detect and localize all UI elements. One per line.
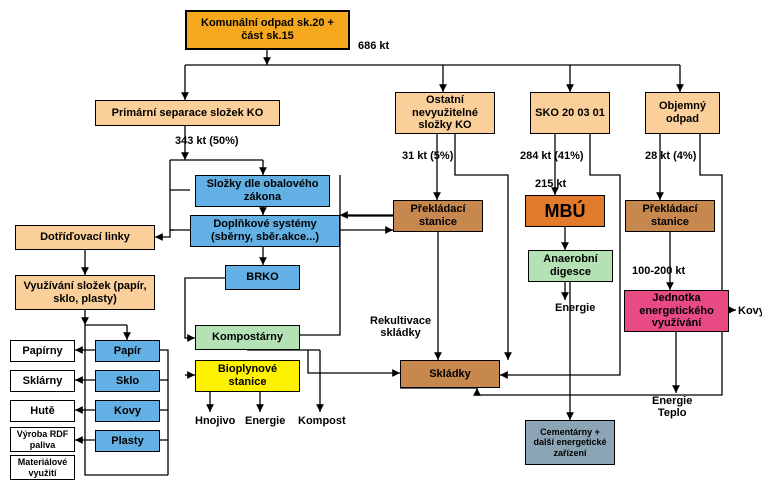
node-use: Využívání složek (papír, sklo, plasty) [15,275,155,310]
node-kovy_b: Kovy [95,400,160,422]
label-l343: 343 kt (50%) [175,135,239,147]
edge-37 [455,134,508,360]
node-plasty: Plasty [95,430,160,452]
connectors-svg [0,0,762,502]
label-energie1: Energie [555,302,595,314]
node-root: Komunální odpad sk.20 + část sk.15 [185,10,350,50]
label-kovy_out: Kovy [738,305,762,317]
node-trans1: Překládací stanice [393,200,483,232]
node-sklarny: Sklárny [10,370,75,392]
node-primary: Primární separace složek KO [95,100,280,126]
label-l28: 28 kt (4%) [645,150,696,162]
label-l215: 215 kt [535,178,566,190]
label-hnojivo: Hnojivo [195,415,235,427]
node-anaer: Anaerobní digesce [528,250,613,282]
node-papir: Papír [95,340,160,362]
label-en_teplo: EnergieTeplo [652,395,692,419]
node-kompost: Kompostárny [195,325,300,350]
edge-32 [308,350,400,373]
node-mbu: MBÚ [525,195,605,227]
node-bulky: Objemný odpad [645,92,720,134]
node-cement: Cementárny + další energetické zařízení [525,420,615,465]
node-sklo: Sklo [95,370,160,392]
label-l284: 284 kt (41%) [520,150,584,162]
node-other: Ostatní nevyužitelné složky KO [395,92,495,134]
node-sko: SKO 20 03 01 [530,92,610,134]
edge-21 [160,350,168,475]
node-skladky: Skládky [400,360,500,388]
node-rdf: Výroba RDF paliva [10,427,75,452]
label-l100: 100-200 kt [632,265,685,277]
node-trans2: Překládací stanice [625,200,715,232]
node-obal: Složky dle obalového zákona [195,175,330,207]
node-brko: BRKO [225,265,300,290]
node-matvy: Materiálové využití [10,455,75,480]
node-jev: Jednotka energetického využívání [624,290,729,332]
node-bioplyn: Bioplynové stanice [195,360,300,392]
node-papirny: Papírny [10,340,75,362]
label-l686: 686 kt [358,40,389,52]
node-hute: Hutě [10,400,75,422]
label-rekult: Rekultivaceskládky [370,315,431,339]
edge-39 [340,175,393,230]
edge-15 [155,230,170,237]
label-energie2: Energie [245,415,285,427]
node-sorting: Dotříďovací linky [15,225,155,250]
edge-9 [170,160,174,230]
label-kompost2: Kompost [298,415,346,427]
label-l31: 31 kt (5%) [402,150,453,162]
node-dopl: Doplňkové systémy (sběrny, sběr.akce...) [190,215,340,247]
